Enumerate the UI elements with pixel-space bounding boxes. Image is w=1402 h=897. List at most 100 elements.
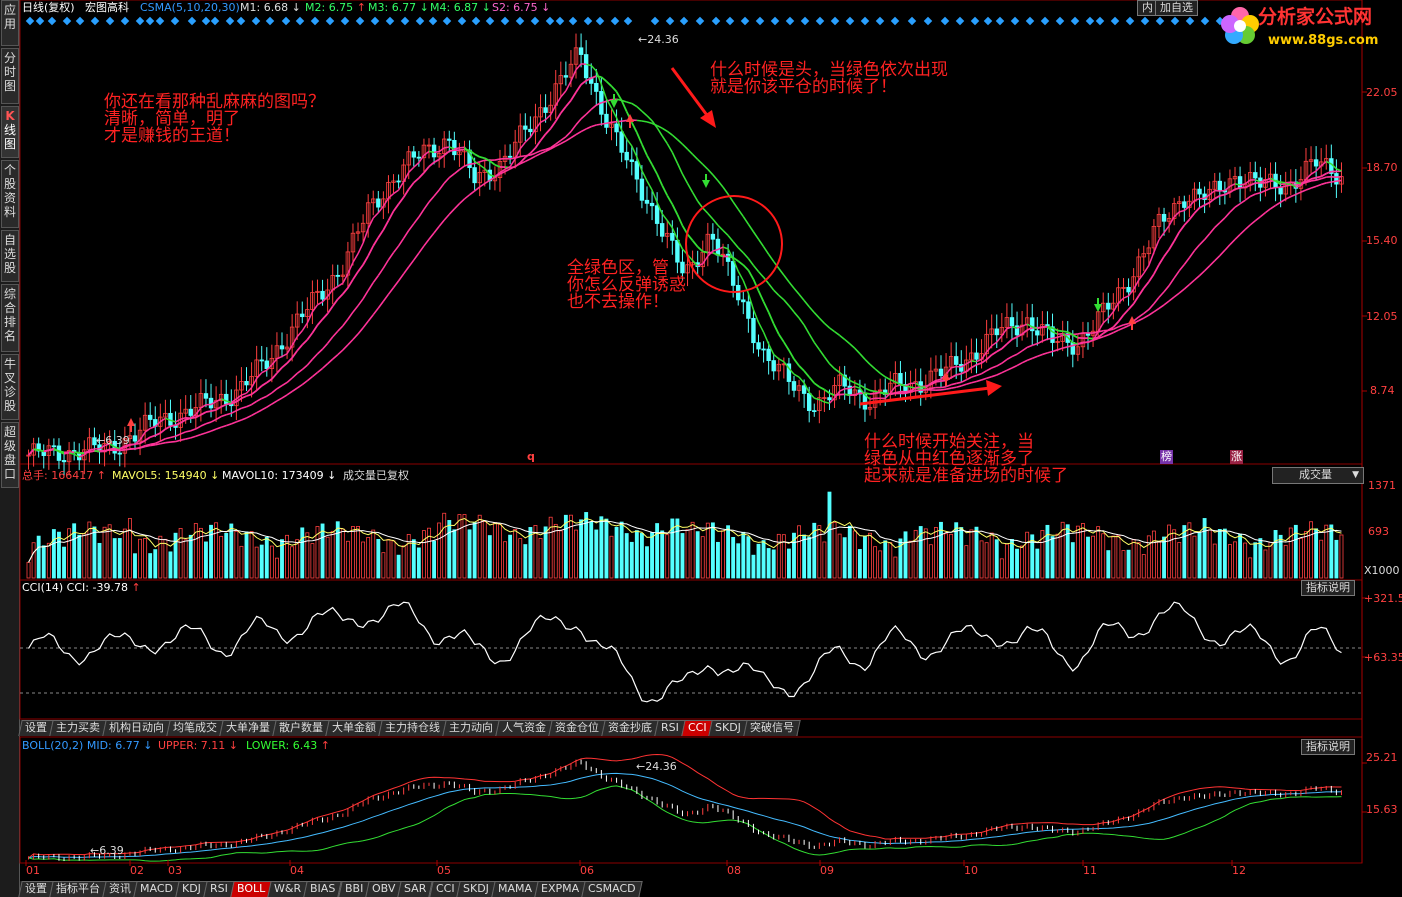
ma20-line <box>1183 257 1191 265</box>
month-label: 01 <box>26 864 40 877</box>
cci-tick: +321.5 <box>1364 592 1402 605</box>
signal-diamond <box>679 16 689 26</box>
volume-bar <box>1086 536 1090 579</box>
ma10-line <box>844 393 850 397</box>
ma30-line <box>950 386 957 389</box>
ma30-line <box>585 125 592 130</box>
candle-body <box>396 180 401 183</box>
tab-7[interactable]: W&R <box>267 881 308 897</box>
ma30-line <box>596 123 602 126</box>
nav-4[interactable]: 自选股 <box>1 230 19 282</box>
add-watchlist-button[interactable]: 加自选 <box>1155 0 1198 16</box>
ma10-line <box>362 255 369 266</box>
boll-tick: 15.63 <box>1366 803 1398 816</box>
tab-8[interactable]: BIAS <box>303 881 343 897</box>
signal-diamond <box>355 16 365 26</box>
tab-1[interactable]: 指标平台 <box>49 881 107 897</box>
ma5-line <box>1239 183 1246 186</box>
signal-diamond <box>236 16 246 26</box>
signal-arrow <box>702 180 710 188</box>
ma20-line <box>1143 308 1150 315</box>
ma5-line <box>778 358 785 363</box>
ma30-line <box>215 426 222 430</box>
ma20-line <box>1011 353 1018 358</box>
tab-10[interactable]: 资金仓位 <box>548 720 606 736</box>
ma5-line <box>256 372 263 380</box>
ma30-line <box>1001 369 1008 374</box>
tab-3[interactable]: MACD <box>133 881 180 897</box>
tab-10[interactable]: OBV <box>365 881 402 897</box>
nav-1[interactable]: 分时图 <box>1 48 19 104</box>
volume-select[interactable]: 成交量 ▼ <box>1272 467 1364 484</box>
candle-body <box>279 345 285 350</box>
tab-8[interactable]: 主力动向 <box>442 720 500 736</box>
candle-body <box>791 381 797 391</box>
ma20-line <box>124 448 131 451</box>
tab-1[interactable]: 主力买卖 <box>49 720 107 736</box>
nav-5[interactable]: 综合排名 <box>1 284 19 352</box>
ma10-line <box>210 408 217 412</box>
candle-body <box>512 141 518 158</box>
ma5-line <box>1097 322 1104 333</box>
ma10-line <box>509 165 516 169</box>
tab-6[interactable]: BOLL <box>230 881 272 897</box>
volume-bar <box>244 531 249 579</box>
ma30-line <box>241 417 247 421</box>
signal-diamond <box>170 16 180 26</box>
ma5-line <box>468 152 476 162</box>
tab-9[interactable]: 人气资金 <box>495 720 553 736</box>
ma30-line <box>352 333 359 341</box>
tab-6[interactable]: 大单金额 <box>325 720 383 736</box>
nav-6[interactable]: 牛叉诊股 <box>1 354 19 420</box>
candle-body <box>1217 180 1223 191</box>
ma20-line <box>301 364 308 371</box>
ma30-line <box>702 163 709 170</box>
tab-0[interactable]: 设置 <box>18 720 54 736</box>
ma20-line <box>321 342 329 350</box>
ma10-line <box>747 269 755 280</box>
tab-11[interactable]: 资金抄底 <box>601 720 659 736</box>
candle-body <box>254 359 259 377</box>
nav-3[interactable]: 个股资料 <box>1 160 19 228</box>
tab-4[interactable]: 大单净量 <box>219 720 277 736</box>
tab-7[interactable]: 主力持仓线 <box>378 720 447 736</box>
candle-body <box>659 223 665 237</box>
ma20-line <box>631 102 638 108</box>
cci-help-button[interactable]: 指标说明 <box>1301 580 1355 596</box>
ma5-line <box>357 242 364 255</box>
tab-14[interactable]: SKDJ <box>708 720 749 736</box>
ma10-line <box>1199 204 1206 209</box>
tab-15[interactable]: EXPMA <box>534 881 587 897</box>
tab-16[interactable]: CSMACD <box>581 881 643 897</box>
ma20-line <box>737 247 744 254</box>
nav-0[interactable]: 应用 <box>1 0 19 46</box>
volume-bar <box>1126 549 1131 579</box>
ma30-line <box>1011 364 1018 369</box>
volume-bar <box>112 538 117 579</box>
tab-14[interactable]: MAMA <box>491 881 539 897</box>
boll-help-button[interactable]: 指标说明 <box>1301 739 1355 755</box>
nav-7[interactable]: 超级盘口 <box>1 422 19 488</box>
ma5-line <box>976 358 982 363</box>
ma20-line <box>1315 177 1322 181</box>
ma5-line <box>245 387 253 394</box>
tab-0[interactable]: 设置 <box>18 881 54 897</box>
candle-body <box>365 202 371 224</box>
tab-2[interactable]: 机构日动向 <box>102 720 171 736</box>
tab-15[interactable]: 突破信号 <box>743 720 802 736</box>
ma5-line <box>311 304 319 313</box>
tab-13[interactable]: SKDJ <box>456 881 496 897</box>
ma5-line <box>524 136 531 143</box>
ma5-line <box>291 336 298 346</box>
tab-3[interactable]: 均笔成交 <box>166 720 224 736</box>
tab-11[interactable]: SAR <box>397 881 434 897</box>
signal-diamond <box>90 16 100 26</box>
tab-2[interactable]: 资讯 <box>102 881 138 897</box>
volume-bar <box>97 542 102 579</box>
volume-bar <box>1050 536 1055 579</box>
signal-diamond <box>907 16 917 26</box>
ma20-line <box>1270 186 1276 190</box>
tab-5[interactable]: 散户数量 <box>272 720 330 736</box>
signal-diamond <box>485 16 495 26</box>
